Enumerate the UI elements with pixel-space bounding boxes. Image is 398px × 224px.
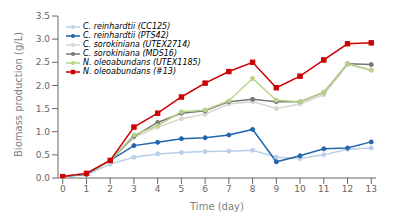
svg-text:2.0: 2.0 <box>36 81 51 91</box>
svg-text:13: 13 <box>366 184 377 194</box>
svg-text:0.0: 0.0 <box>36 173 51 183</box>
svg-text:2.5: 2.5 <box>36 57 50 67</box>
svg-text:8: 8 <box>250 184 256 194</box>
svg-text:3.0: 3.0 <box>36 34 51 44</box>
html-text:C. reinhardtii (CC125): C. reinhardtii (CC125) <box>83 22 171 31</box>
svg-text:Time (day): Time (day) <box>189 201 244 212</box>
svg-text:5: 5 <box>179 184 185 194</box>
html-text:C. sorokiniana (MDS16): C. sorokiniana (MDS16) <box>83 49 177 58</box>
html-text:C. sorokiniana (UTEX2714): C. sorokiniana (UTEX2714) <box>83 40 191 49</box>
svg-text:1: 1 <box>84 184 90 194</box>
svg-text:6: 6 <box>202 184 208 194</box>
svg-text:7: 7 <box>226 184 232 194</box>
svg-text:12: 12 <box>342 184 353 194</box>
svg-text:10: 10 <box>294 184 306 194</box>
svg-text:3.5: 3.5 <box>36 11 50 21</box>
svg-text:3: 3 <box>131 184 137 194</box>
svg-text:Biomass production (g/L): Biomass production (g/L) <box>13 32 24 157</box>
svg-text:2: 2 <box>107 184 113 194</box>
svg-text:0: 0 <box>60 184 66 194</box>
svg-text:4: 4 <box>155 184 161 194</box>
html-text:C. reinhardtii (PTS42): C. reinhardtii (PTS42) <box>83 31 169 40</box>
svg-text:1.0: 1.0 <box>36 127 51 137</box>
html-text:N. oleoabundans (#13): N. oleoabundans (#13) <box>83 67 176 76</box>
svg-text:9: 9 <box>273 184 279 194</box>
svg-text:11: 11 <box>318 184 329 194</box>
svg-text:0.5: 0.5 <box>36 150 50 160</box>
html-text:N. oleoabundans (UTEX1185): N. oleoabundans (UTEX1185) <box>83 58 201 67</box>
svg-text:1.5: 1.5 <box>36 104 50 114</box>
